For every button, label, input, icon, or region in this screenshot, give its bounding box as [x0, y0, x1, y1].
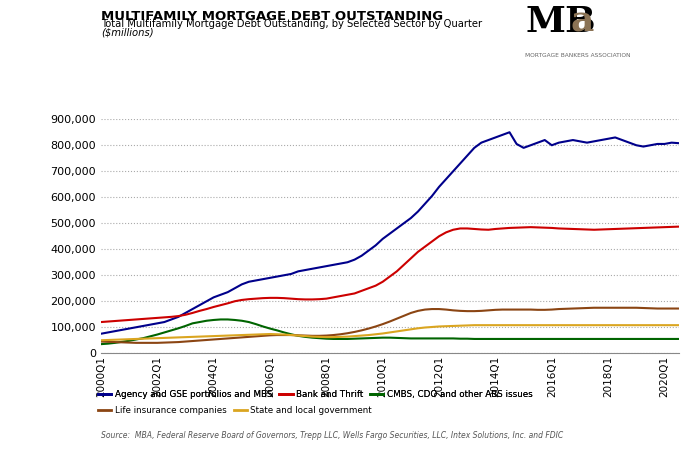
Text: ($millions): ($millions)	[101, 28, 154, 38]
Text: MB: MB	[525, 4, 596, 39]
Text: a: a	[571, 4, 594, 39]
Text: Source:  MBA, Federal Reserve Board of Governors, Trepp LLC, Wells Fargo Securit: Source: MBA, Federal Reserve Board of Go…	[101, 431, 563, 440]
Text: Total Multifamily Mortgage Debt Outstanding, by Selected Sector by Quarter: Total Multifamily Mortgage Debt Outstand…	[101, 19, 482, 29]
Legend: Life insurance companies, State and local government: Life insurance companies, State and loca…	[95, 403, 375, 418]
Text: MORTGAGE BANKERS ASSOCIATION: MORTGAGE BANKERS ASSOCIATION	[525, 53, 631, 58]
Text: MULTIFAMILY MORTGAGE DEBT OUTSTANDING: MULTIFAMILY MORTGAGE DEBT OUTSTANDING	[101, 10, 443, 23]
Legend: Agency and GSE portfolios and MBS, Bank and Thrift, CMBS, CDO and other ABS issu: Agency and GSE portfolios and MBS, Bank …	[95, 387, 536, 403]
